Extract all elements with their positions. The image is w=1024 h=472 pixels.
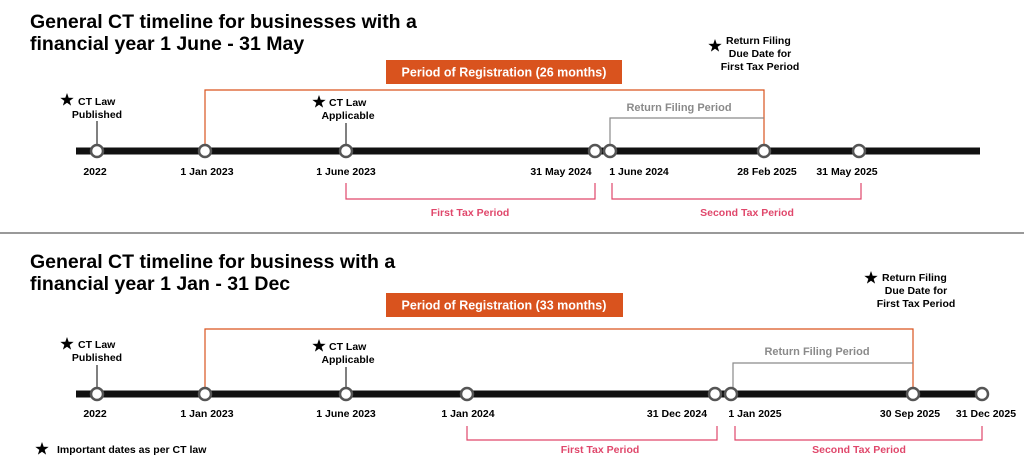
registration-banner-label: Period of Registration (26 months) xyxy=(402,66,607,80)
milestone-date: 1 Jan 2024 xyxy=(441,408,494,420)
milestone-date: 31 May 2025 xyxy=(816,166,877,178)
milestone-date: 30 Sep 2025 xyxy=(880,408,940,420)
star-icon xyxy=(312,339,326,352)
registration-bracket xyxy=(204,328,914,394)
milestone-date: 1 June 2023 xyxy=(316,408,376,420)
star-icon xyxy=(60,337,74,350)
milestone-date: 2022 xyxy=(83,408,107,420)
milestone-marker xyxy=(338,143,354,159)
milestone-marker xyxy=(756,143,772,159)
due-date-line1: Return Filing xyxy=(726,35,791,47)
law-published-line2: Published xyxy=(72,109,122,121)
second-tax-period-label: Second Tax Period xyxy=(812,444,906,456)
star-icon xyxy=(60,93,74,106)
due-date-line1: Return Filing xyxy=(882,272,947,284)
law-applicable-line2: Applicable xyxy=(321,110,374,122)
milestone-marker xyxy=(459,386,475,402)
milestone-date: 31 Dec 2024 xyxy=(647,408,707,420)
panel-title-line2: financial year 1 Jan - 31 Dec xyxy=(30,273,290,295)
return-filing-bracket xyxy=(732,362,913,389)
milestone-date: 1 Jan 2023 xyxy=(180,166,233,178)
milestone-marker xyxy=(587,143,603,159)
second-tax-period-bracket xyxy=(611,183,862,200)
return-filing-period-label: Return Filing Period xyxy=(626,102,731,114)
legend-text: Important dates as per CT law xyxy=(57,444,207,456)
law-published-line1: CT Law xyxy=(78,96,116,108)
law-applicable-line1: CT Law xyxy=(329,97,367,109)
due-date-line3: First Tax Period xyxy=(721,61,800,73)
second-tax-period-bracket xyxy=(734,426,983,441)
law-applicable-line2: Applicable xyxy=(321,354,374,366)
legend: Important dates as per CT law xyxy=(35,442,207,456)
milestone-marker xyxy=(197,386,213,402)
panel-title-line2: financial year 1 June - 31 May xyxy=(30,33,304,55)
panel-june-may: General CT timeline for businesses with … xyxy=(30,11,980,219)
law-published-line1: CT Law xyxy=(78,339,116,351)
registration-banner xyxy=(386,60,622,84)
law-published-line2: Published xyxy=(72,352,122,364)
milestone-date: 1 June 2023 xyxy=(316,166,376,178)
first-tax-period-bracket xyxy=(466,426,718,441)
milestone-marker xyxy=(851,143,867,159)
registration-bracket xyxy=(204,89,765,151)
milestone-date: 1 Jan 2025 xyxy=(728,408,781,420)
registration-banner xyxy=(386,293,623,317)
second-tax-period-label: Second Tax Period xyxy=(700,207,794,219)
milestone-date: 31 May 2024 xyxy=(530,166,591,178)
return-filing-bracket xyxy=(609,117,764,145)
panel-title-line1: General CT timeline for business with a xyxy=(30,251,395,273)
milestone-marker xyxy=(89,386,105,402)
first-tax-period-label: First Tax Period xyxy=(431,207,510,219)
star-icon xyxy=(35,442,49,455)
due-date-line2: Due Date for xyxy=(729,48,791,60)
registration-banner-label: Period of Registration (33 months) xyxy=(402,299,607,313)
milestone-date: 1 June 2024 xyxy=(609,166,669,178)
milestone-marker xyxy=(602,143,618,159)
star-icon xyxy=(864,271,878,284)
panel-title-line1: General CT timeline for businesses with … xyxy=(30,11,417,33)
panel-jan-dec: General CT timeline for business with a … xyxy=(30,251,1016,456)
return-filing-period-label: Return Filing Period xyxy=(764,346,869,358)
milestone-date: 2022 xyxy=(83,166,107,178)
star-icon xyxy=(312,95,326,108)
due-date-line2: Due Date for xyxy=(885,285,947,297)
first-tax-period-bracket xyxy=(345,183,596,200)
star-icon xyxy=(708,39,722,52)
milestone-marker xyxy=(723,386,739,402)
milestone-marker xyxy=(974,386,990,402)
milestone-marker xyxy=(905,386,921,402)
milestone-date: 28 Feb 2025 xyxy=(737,166,797,178)
milestone-marker xyxy=(707,386,723,402)
due-date-line3: First Tax Period xyxy=(877,298,956,310)
milestone-date: 31 Dec 2025 xyxy=(956,408,1016,420)
milestone-marker xyxy=(89,143,105,159)
milestone-date: 1 Jan 2023 xyxy=(180,408,233,420)
first-tax-period-label: First Tax Period xyxy=(561,444,640,456)
milestone-marker xyxy=(197,143,213,159)
milestone-marker xyxy=(338,386,354,402)
law-applicable-line1: CT Law xyxy=(329,341,367,353)
